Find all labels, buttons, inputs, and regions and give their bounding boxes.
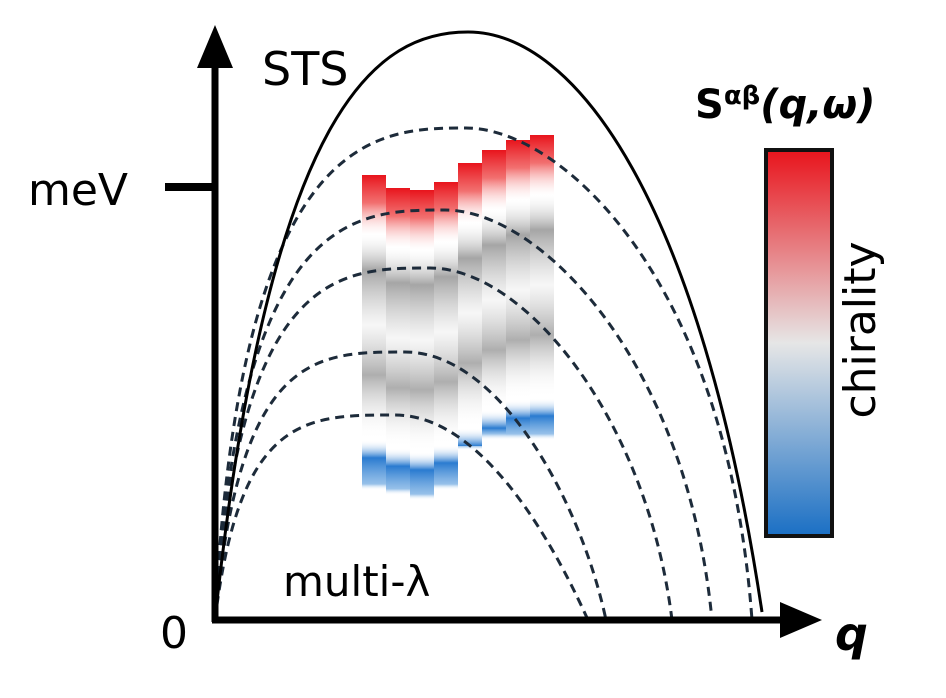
strip: [434, 182, 458, 490]
title-base: S: [695, 82, 724, 128]
strip: [530, 135, 554, 440]
envelope-curve: [213, 30, 764, 621]
y-arrow: [197, 25, 233, 68]
annotation: multi-λ: [283, 557, 430, 606]
strip: [458, 163, 482, 450]
y-unit: meV: [28, 165, 128, 216]
x-arrow: [780, 602, 822, 638]
branch: [213, 413, 590, 621]
strip: [482, 150, 506, 440]
colorbar: [764, 148, 834, 538]
branch: [213, 208, 714, 621]
spectral-strips: [362, 135, 554, 500]
strip: [386, 188, 410, 495]
strip: [362, 175, 386, 490]
branch: [213, 266, 674, 621]
y-label: STS: [262, 42, 349, 96]
colorbar-label: chirality: [835, 241, 886, 418]
origin-label: 0: [160, 608, 188, 659]
strip: [506, 140, 530, 440]
strip: [410, 190, 434, 500]
colorbar-title: Sαβ(q,ω): [695, 81, 875, 128]
branch: [213, 126, 754, 621]
title-superscript: αβ: [724, 81, 760, 111]
branch: [213, 350, 608, 621]
dispersion-branches: [213, 126, 754, 621]
title-args: (q,ω): [760, 82, 875, 128]
x-label: q: [835, 607, 868, 661]
